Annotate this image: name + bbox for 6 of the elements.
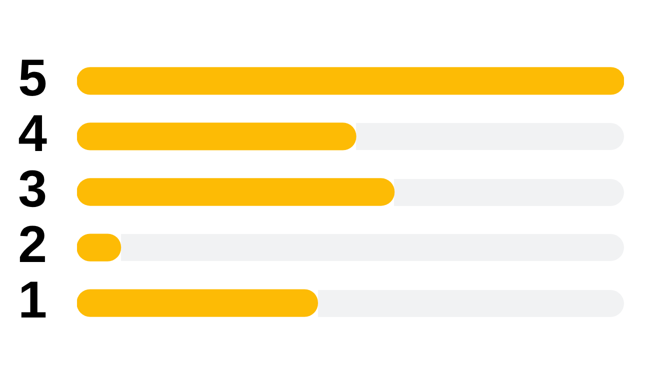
y-tick-label: 2 xyxy=(18,216,47,274)
y-tick-label: 4 xyxy=(18,104,48,163)
y-tick-label: 5 xyxy=(18,49,47,108)
y-tick-label: 1 xyxy=(18,271,47,330)
y-tick-label: 3 xyxy=(18,160,47,218)
bar xyxy=(77,67,624,95)
